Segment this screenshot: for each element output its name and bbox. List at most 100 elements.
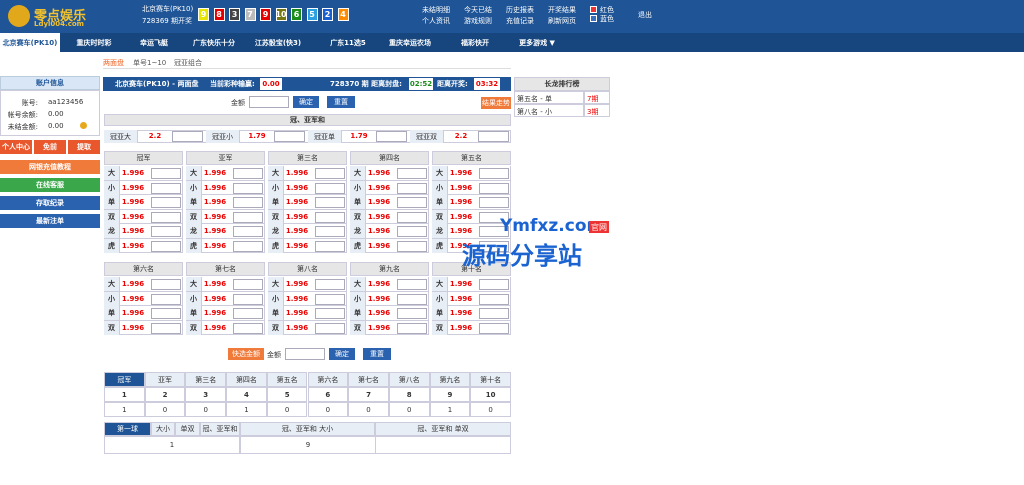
bet-input[interactable] <box>397 240 427 252</box>
nav-item-active[interactable]: 北京赛车(PK10) <box>0 33 60 52</box>
bet-input[interactable] <box>233 293 263 305</box>
stat-header[interactable]: 大小 <box>151 422 175 436</box>
color-swatch[interactable] <box>590 15 597 22</box>
bet-input[interactable] <box>479 293 509 305</box>
bet-input[interactable] <box>479 211 509 223</box>
bet-input[interactable] <box>479 197 509 208</box>
bet-input[interactable] <box>397 168 427 179</box>
stat-header[interactable]: 冠、亚军和 单双 <box>375 422 511 436</box>
bet-input[interactable] <box>151 168 181 179</box>
logout[interactable]: 退出 <box>638 11 652 19</box>
color-swatch[interactable] <box>590 6 597 13</box>
bet-input[interactable] <box>315 322 345 334</box>
bet-input[interactable] <box>397 226 427 237</box>
amount-input[interactable] <box>285 348 325 360</box>
header-link[interactable]: 开奖结果 <box>548 6 576 14</box>
stat-header[interactable]: 单双 <box>175 422 200 436</box>
bet-input[interactable] <box>478 131 509 142</box>
bet-input[interactable] <box>151 211 181 223</box>
stat-header-active[interactable]: 第一球 <box>104 422 151 436</box>
quick-button[interactable]: 快选金额 <box>228 348 264 360</box>
bet-input[interactable] <box>397 197 427 208</box>
bet-input[interactable] <box>479 240 509 252</box>
bet-input[interactable] <box>315 293 345 305</box>
side-button[interactable]: 个人中心 <box>0 140 32 154</box>
bet-input[interactable] <box>315 240 345 252</box>
nav-item[interactable]: 广东快乐十分 <box>193 38 235 47</box>
stat-header[interactable]: 冠、亚军和 <box>200 422 240 436</box>
confirm-button[interactable]: 确定 <box>329 348 355 360</box>
bet-input[interactable] <box>479 279 509 290</box>
sub-nav-item[interactable]: 单号1~10 <box>133 59 167 67</box>
side-button[interactable]: 免前 <box>34 140 66 154</box>
header-link[interactable]: 未结明细 <box>422 6 450 14</box>
result-tab[interactable]: 亚军 <box>144 372 186 387</box>
side-menu[interactable]: 网银充值教程 <box>0 160 100 174</box>
bet-input[interactable] <box>151 240 181 252</box>
header-link[interactable]: 充值记录 <box>506 17 534 25</box>
header-link[interactable]: 刷新网页 <box>548 17 576 25</box>
bet-input[interactable] <box>233 226 263 237</box>
bet-input[interactable] <box>151 197 181 208</box>
bet-input[interactable] <box>315 226 345 237</box>
nav-item[interactable]: 幸运飞艇 <box>140 38 168 47</box>
bet-input[interactable] <box>151 226 181 237</box>
bet-input[interactable] <box>397 322 427 334</box>
bet-input[interactable] <box>315 211 345 223</box>
bet-input[interactable] <box>233 211 263 223</box>
bet-input[interactable] <box>151 279 181 290</box>
bet-input[interactable] <box>233 168 263 179</box>
bet-input[interactable] <box>315 197 345 208</box>
bet-input[interactable] <box>151 293 181 305</box>
bet-input[interactable] <box>479 182 509 194</box>
bet-input[interactable] <box>479 322 509 334</box>
header-link[interactable]: 游戏规则 <box>464 17 492 25</box>
reset-button[interactable]: 重置 <box>363 348 391 360</box>
bet-input[interactable] <box>315 308 345 319</box>
nav-item[interactable]: 更多游戏 ▼ <box>519 38 555 47</box>
nav-item[interactable]: 重庆幸运农场 <box>389 38 431 47</box>
bet-input[interactable] <box>397 308 427 319</box>
nav-item[interactable]: 江苏骰宝(快3) <box>254 38 302 47</box>
result-tab[interactable]: 第五名 <box>266 372 308 387</box>
header-link[interactable]: 今天已结 <box>464 6 492 14</box>
bet-input[interactable] <box>315 168 345 179</box>
result-tab[interactable]: 第九名 <box>429 372 471 387</box>
result-tab-active[interactable]: 冠军 <box>104 372 145 387</box>
bet-input[interactable] <box>233 240 263 252</box>
side-menu[interactable]: 存取纪录 <box>0 196 100 210</box>
result-tab[interactable]: 第四名 <box>226 372 267 387</box>
reset-button[interactable]: 重置 <box>327 96 355 108</box>
bet-input[interactable] <box>397 279 427 290</box>
bet-input[interactable] <box>151 182 181 194</box>
bet-input[interactable] <box>376 131 407 142</box>
bet-input[interactable] <box>397 182 427 194</box>
sub-nav-item[interactable]: 两面盘 <box>103 59 124 67</box>
bet-input[interactable] <box>397 293 427 305</box>
bet-input[interactable] <box>151 322 181 334</box>
bet-input[interactable] <box>479 226 509 237</box>
bet-input[interactable] <box>172 131 203 142</box>
nav-item[interactable]: 福彩快开 <box>461 38 489 47</box>
header-link[interactable]: 个人资讯 <box>422 17 450 25</box>
bet-input[interactable] <box>233 279 263 290</box>
sub-nav-item[interactable]: 冠亚组合 <box>174 59 202 67</box>
header-link[interactable]: 历史报表 <box>506 6 534 14</box>
side-menu[interactable]: 在线客服 <box>0 178 100 192</box>
result-tab[interactable]: 第六名 <box>307 372 349 387</box>
bet-input[interactable] <box>151 308 181 319</box>
bet-input[interactable] <box>233 197 263 208</box>
bet-input[interactable] <box>315 182 345 194</box>
result-tab[interactable]: 第七名 <box>348 372 389 387</box>
color-option[interactable]: 蓝色 <box>600 15 614 23</box>
confirm-button[interactable]: 确定 <box>293 96 319 108</box>
bet-input[interactable] <box>479 168 509 179</box>
bet-input[interactable] <box>397 211 427 223</box>
amount-input[interactable] <box>249 96 289 108</box>
nav-item[interactable]: 广东11选5 <box>330 38 366 47</box>
nav-item[interactable]: 重庆时时彩 <box>76 38 112 47</box>
refresh-icon[interactable] <box>80 122 87 129</box>
trend-button[interactable]: 结果走势 <box>481 97 511 109</box>
result-tab[interactable]: 第三名 <box>185 372 227 387</box>
bet-input[interactable] <box>233 322 263 334</box>
